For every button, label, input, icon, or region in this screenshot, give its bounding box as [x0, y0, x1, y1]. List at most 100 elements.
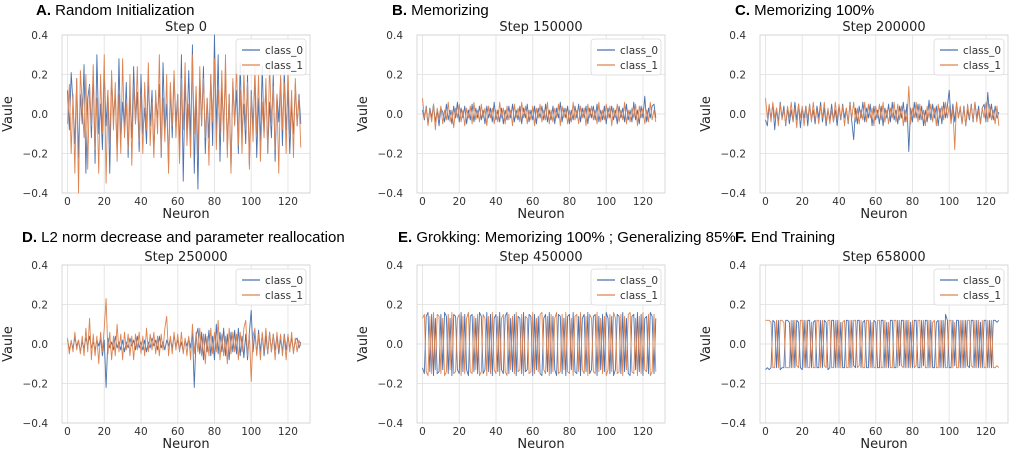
panel-letter: D. [22, 229, 37, 246]
legend-box [235, 38, 307, 76]
y-tick-label: −0.4 [721, 188, 747, 200]
x-tick-label: 120 [976, 196, 996, 208]
y-tick-label: −0.2 [23, 379, 49, 391]
x-tick-label: 60 [526, 426, 539, 438]
x-tick-label: 40 [134, 426, 147, 438]
x-tick-label: 20 [453, 196, 466, 208]
x-tick-label: 100 [596, 426, 616, 438]
x-tick-label: 0 [419, 196, 426, 208]
y-tick-label: −0.2 [23, 149, 49, 161]
panel-letter: E. [398, 229, 413, 246]
y-axis-label: Vaule [1, 96, 16, 132]
plot-frame [61, 34, 311, 194]
chart-title: Step 658000 [842, 250, 925, 265]
y-tick-label: 0.0 [729, 109, 746, 121]
x-tick-label: 100 [241, 196, 261, 208]
series-line-class-1 [422, 311, 657, 377]
series-line-class-1 [422, 98, 657, 131]
legend-label: class_0 [963, 275, 1001, 287]
x-tick-label: 60 [171, 426, 184, 438]
legend-label: class_0 [265, 275, 303, 287]
x-tick-label: 120 [278, 196, 298, 208]
x-tick-label: 120 [278, 426, 298, 438]
series-line-class-1 [67, 298, 302, 382]
x-axis-label: Neuron [517, 437, 564, 450]
x-tick-label: 80 [208, 426, 221, 438]
plot-frame [416, 34, 666, 194]
y-tick-label: 0.2 [31, 300, 48, 312]
x-tick-label: 40 [832, 196, 845, 208]
x-tick-label: 0 [762, 426, 769, 438]
legend-label: class_1 [620, 290, 658, 302]
chart-title: Step 0 [165, 20, 207, 35]
series-line-class-0 [422, 95, 657, 127]
y-tick-label: −0.2 [721, 379, 747, 391]
y-tick-label: 0.4 [31, 260, 48, 272]
y-tick-label: 0.0 [386, 109, 403, 121]
x-tick-label: 20 [796, 426, 809, 438]
x-tick-label: 60 [526, 196, 539, 208]
panel-letter: A. [36, 2, 51, 19]
y-axis-label: Vaule [356, 96, 371, 132]
y-tick-label: 0.4 [31, 30, 48, 42]
x-tick-label: 0 [64, 426, 71, 438]
y-axis-label: Vaule [356, 326, 371, 362]
chart-title: Step 200000 [842, 20, 925, 35]
y-tick-label: 0.2 [729, 70, 746, 82]
series-line-class-0 [67, 309, 302, 388]
x-tick-label: 40 [489, 196, 502, 208]
panel-heading: B. Memorizing [392, 2, 489, 19]
y-axis-label: Vaule [1, 326, 16, 362]
panel-title: End Training [750, 229, 836, 246]
legend-box [590, 38, 662, 76]
x-axis-label: Neuron [162, 207, 209, 222]
y-axis-label: Vaule [699, 326, 714, 362]
plot-frame [61, 264, 311, 424]
panel-letter: F. [735, 229, 747, 246]
legend-box [933, 268, 1005, 306]
x-axis-label: Neuron [860, 207, 907, 222]
plot-frame [759, 264, 1009, 424]
x-tick-label: 60 [869, 196, 882, 208]
series-line-class-0 [765, 313, 1000, 371]
x-tick-label: 80 [906, 426, 919, 438]
x-tick-label: 20 [98, 426, 111, 438]
y-tick-label: 0.0 [386, 339, 403, 351]
x-tick-label: 120 [633, 196, 653, 208]
y-tick-label: −0.2 [378, 379, 404, 391]
x-tick-label: 60 [171, 196, 184, 208]
chart-title: Step 250000 [144, 250, 227, 265]
series-line-class-1 [765, 85, 1000, 151]
y-tick-label: −0.2 [721, 149, 747, 161]
chart-title: Step 150000 [499, 20, 582, 35]
y-tick-label: 0.0 [729, 339, 746, 351]
y-tick-label: −0.4 [378, 188, 404, 200]
plot-frame [759, 34, 1009, 194]
legend-label: class_1 [265, 290, 303, 302]
y-tick-label: 0.2 [386, 70, 403, 82]
legend-label: class_1 [963, 60, 1001, 72]
series-line-class-1 [765, 319, 1000, 369]
y-tick-label: −0.2 [378, 149, 404, 161]
panel-title: Random Initialization [55, 2, 195, 19]
x-axis-label: Neuron [860, 437, 907, 450]
panel-heading: A. Random Initialization [36, 2, 194, 19]
series-line-class-1 [67, 54, 302, 194]
legend-label: class_1 [265, 60, 303, 72]
y-tick-label: 0.0 [31, 109, 48, 121]
y-tick-label: −0.4 [23, 188, 49, 200]
series-line-class-0 [765, 89, 1000, 152]
legend-box [590, 268, 662, 306]
x-tick-label: 40 [134, 196, 147, 208]
x-axis-label: Neuron [162, 437, 209, 450]
panel-title: Memorizing [411, 2, 489, 19]
x-tick-label: 20 [796, 196, 809, 208]
x-tick-label: 100 [241, 426, 261, 438]
legend-box [235, 268, 307, 306]
panel-title: Grokking: Memorizing 100% ; Generalizing… [416, 229, 736, 246]
y-tick-label: 0.0 [31, 339, 48, 351]
panel-heading: F. End Training [735, 229, 835, 246]
y-tick-label: 0.2 [31, 70, 48, 82]
